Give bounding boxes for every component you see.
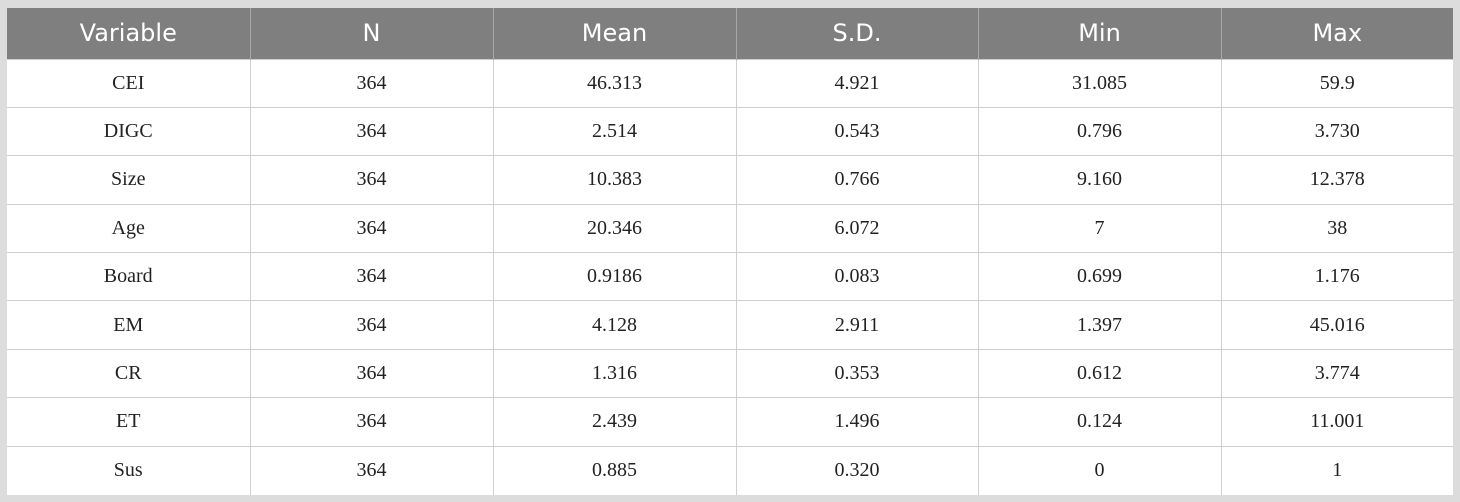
cell-sd: 2.911 (735, 300, 978, 350)
cell-max: 12.378 (1220, 155, 1453, 205)
cell-variable: Board (7, 252, 250, 301)
header-variable: Variable (7, 8, 250, 59)
table-row: DIGC 364 2.514 0.543 0.796 3.730 (7, 106, 1453, 156)
cell-variable: CR (7, 348, 250, 398)
cell-mean: 10.383 (492, 155, 736, 205)
cell-max: 38 (1220, 203, 1453, 253)
header-sd: S.D. (735, 8, 978, 59)
cell-n: 364 (249, 445, 493, 495)
table-row: ET 364 2.439 1.496 0.124 11.001 (7, 397, 1453, 447)
cell-min: 9.160 (977, 155, 1221, 205)
cell-sd: 0.353 (735, 348, 978, 398)
header-min: Min (977, 8, 1221, 59)
table-body: CEI 364 46.313 4.921 31.085 59.9 DIGC 36… (7, 58, 1453, 495)
cell-sd: 1.496 (735, 397, 978, 447)
cell-mean: 0.9186 (492, 252, 736, 301)
descriptive-statistics-table: Variable N Mean S.D. Min Max CEI 364 46.… (7, 8, 1453, 495)
cell-variable: Size (7, 155, 250, 205)
cell-mean: 20.346 (492, 203, 736, 253)
header-mean: Mean (492, 8, 736, 59)
cell-n: 364 (249, 300, 493, 350)
cell-min: 1.397 (977, 300, 1221, 350)
table-row: EM 364 4.128 2.911 1.397 45.016 (7, 300, 1453, 350)
cell-min: 0.124 (977, 397, 1221, 447)
cell-sd: 4.921 (735, 58, 978, 108)
cell-n: 364 (249, 348, 493, 398)
cell-min: 0 (977, 445, 1221, 495)
cell-mean: 1.316 (492, 348, 736, 398)
header-max: Max (1220, 8, 1453, 59)
cell-sd: 0.766 (735, 155, 978, 205)
cell-max: 59.9 (1220, 58, 1453, 108)
cell-mean: 4.128 (492, 300, 736, 350)
table-row: Sus 364 0.885 0.320 0 1 (7, 445, 1453, 495)
table-row: CEI 364 46.313 4.921 31.085 59.9 (7, 58, 1453, 108)
cell-n: 364 (249, 58, 493, 108)
header-row: Variable N Mean S.D. Min Max (7, 8, 1453, 59)
cell-variable: ET (7, 397, 250, 447)
cell-min: 0.796 (977, 106, 1221, 156)
cell-min: 7 (977, 203, 1221, 253)
cell-variable: DIGC (7, 106, 250, 156)
cell-sd: 0.083 (735, 252, 978, 301)
cell-mean: 2.514 (492, 106, 736, 156)
cell-variable: Sus (7, 445, 250, 495)
table-row: Size 364 10.383 0.766 9.160 12.378 (7, 155, 1453, 205)
cell-variable: Age (7, 203, 250, 253)
cell-variable: EM (7, 300, 250, 350)
header-n: N (249, 8, 493, 59)
table-row: Board 364 0.9186 0.083 0.699 1.176 (7, 252, 1453, 301)
table-row: CR 364 1.316 0.353 0.612 3.774 (7, 348, 1453, 398)
table-frame: Variable N Mean S.D. Min Max CEI 364 46.… (7, 8, 1453, 495)
cell-n: 364 (249, 397, 493, 447)
cell-max: 11.001 (1220, 397, 1453, 447)
cell-mean: 2.439 (492, 397, 736, 447)
cell-max: 3.774 (1220, 348, 1453, 398)
cell-min: 0.612 (977, 348, 1221, 398)
cell-mean: 46.313 (492, 58, 736, 108)
cell-sd: 0.543 (735, 106, 978, 156)
cell-mean: 0.885 (492, 445, 736, 495)
cell-n: 364 (249, 106, 493, 156)
table-header: Variable N Mean S.D. Min Max (7, 8, 1453, 59)
cell-n: 364 (249, 203, 493, 253)
cell-max: 1 (1220, 445, 1453, 495)
cell-sd: 0.320 (735, 445, 978, 495)
cell-max: 1.176 (1220, 252, 1453, 301)
cell-min: 31.085 (977, 58, 1221, 108)
cell-max: 3.730 (1220, 106, 1453, 156)
cell-min: 0.699 (977, 252, 1221, 301)
table-row: Age 364 20.346 6.072 7 38 (7, 203, 1453, 253)
cell-max: 45.016 (1220, 300, 1453, 350)
cell-n: 364 (249, 155, 493, 205)
cell-variable: CEI (7, 58, 250, 108)
cell-sd: 6.072 (735, 203, 978, 253)
cell-n: 364 (249, 252, 493, 301)
